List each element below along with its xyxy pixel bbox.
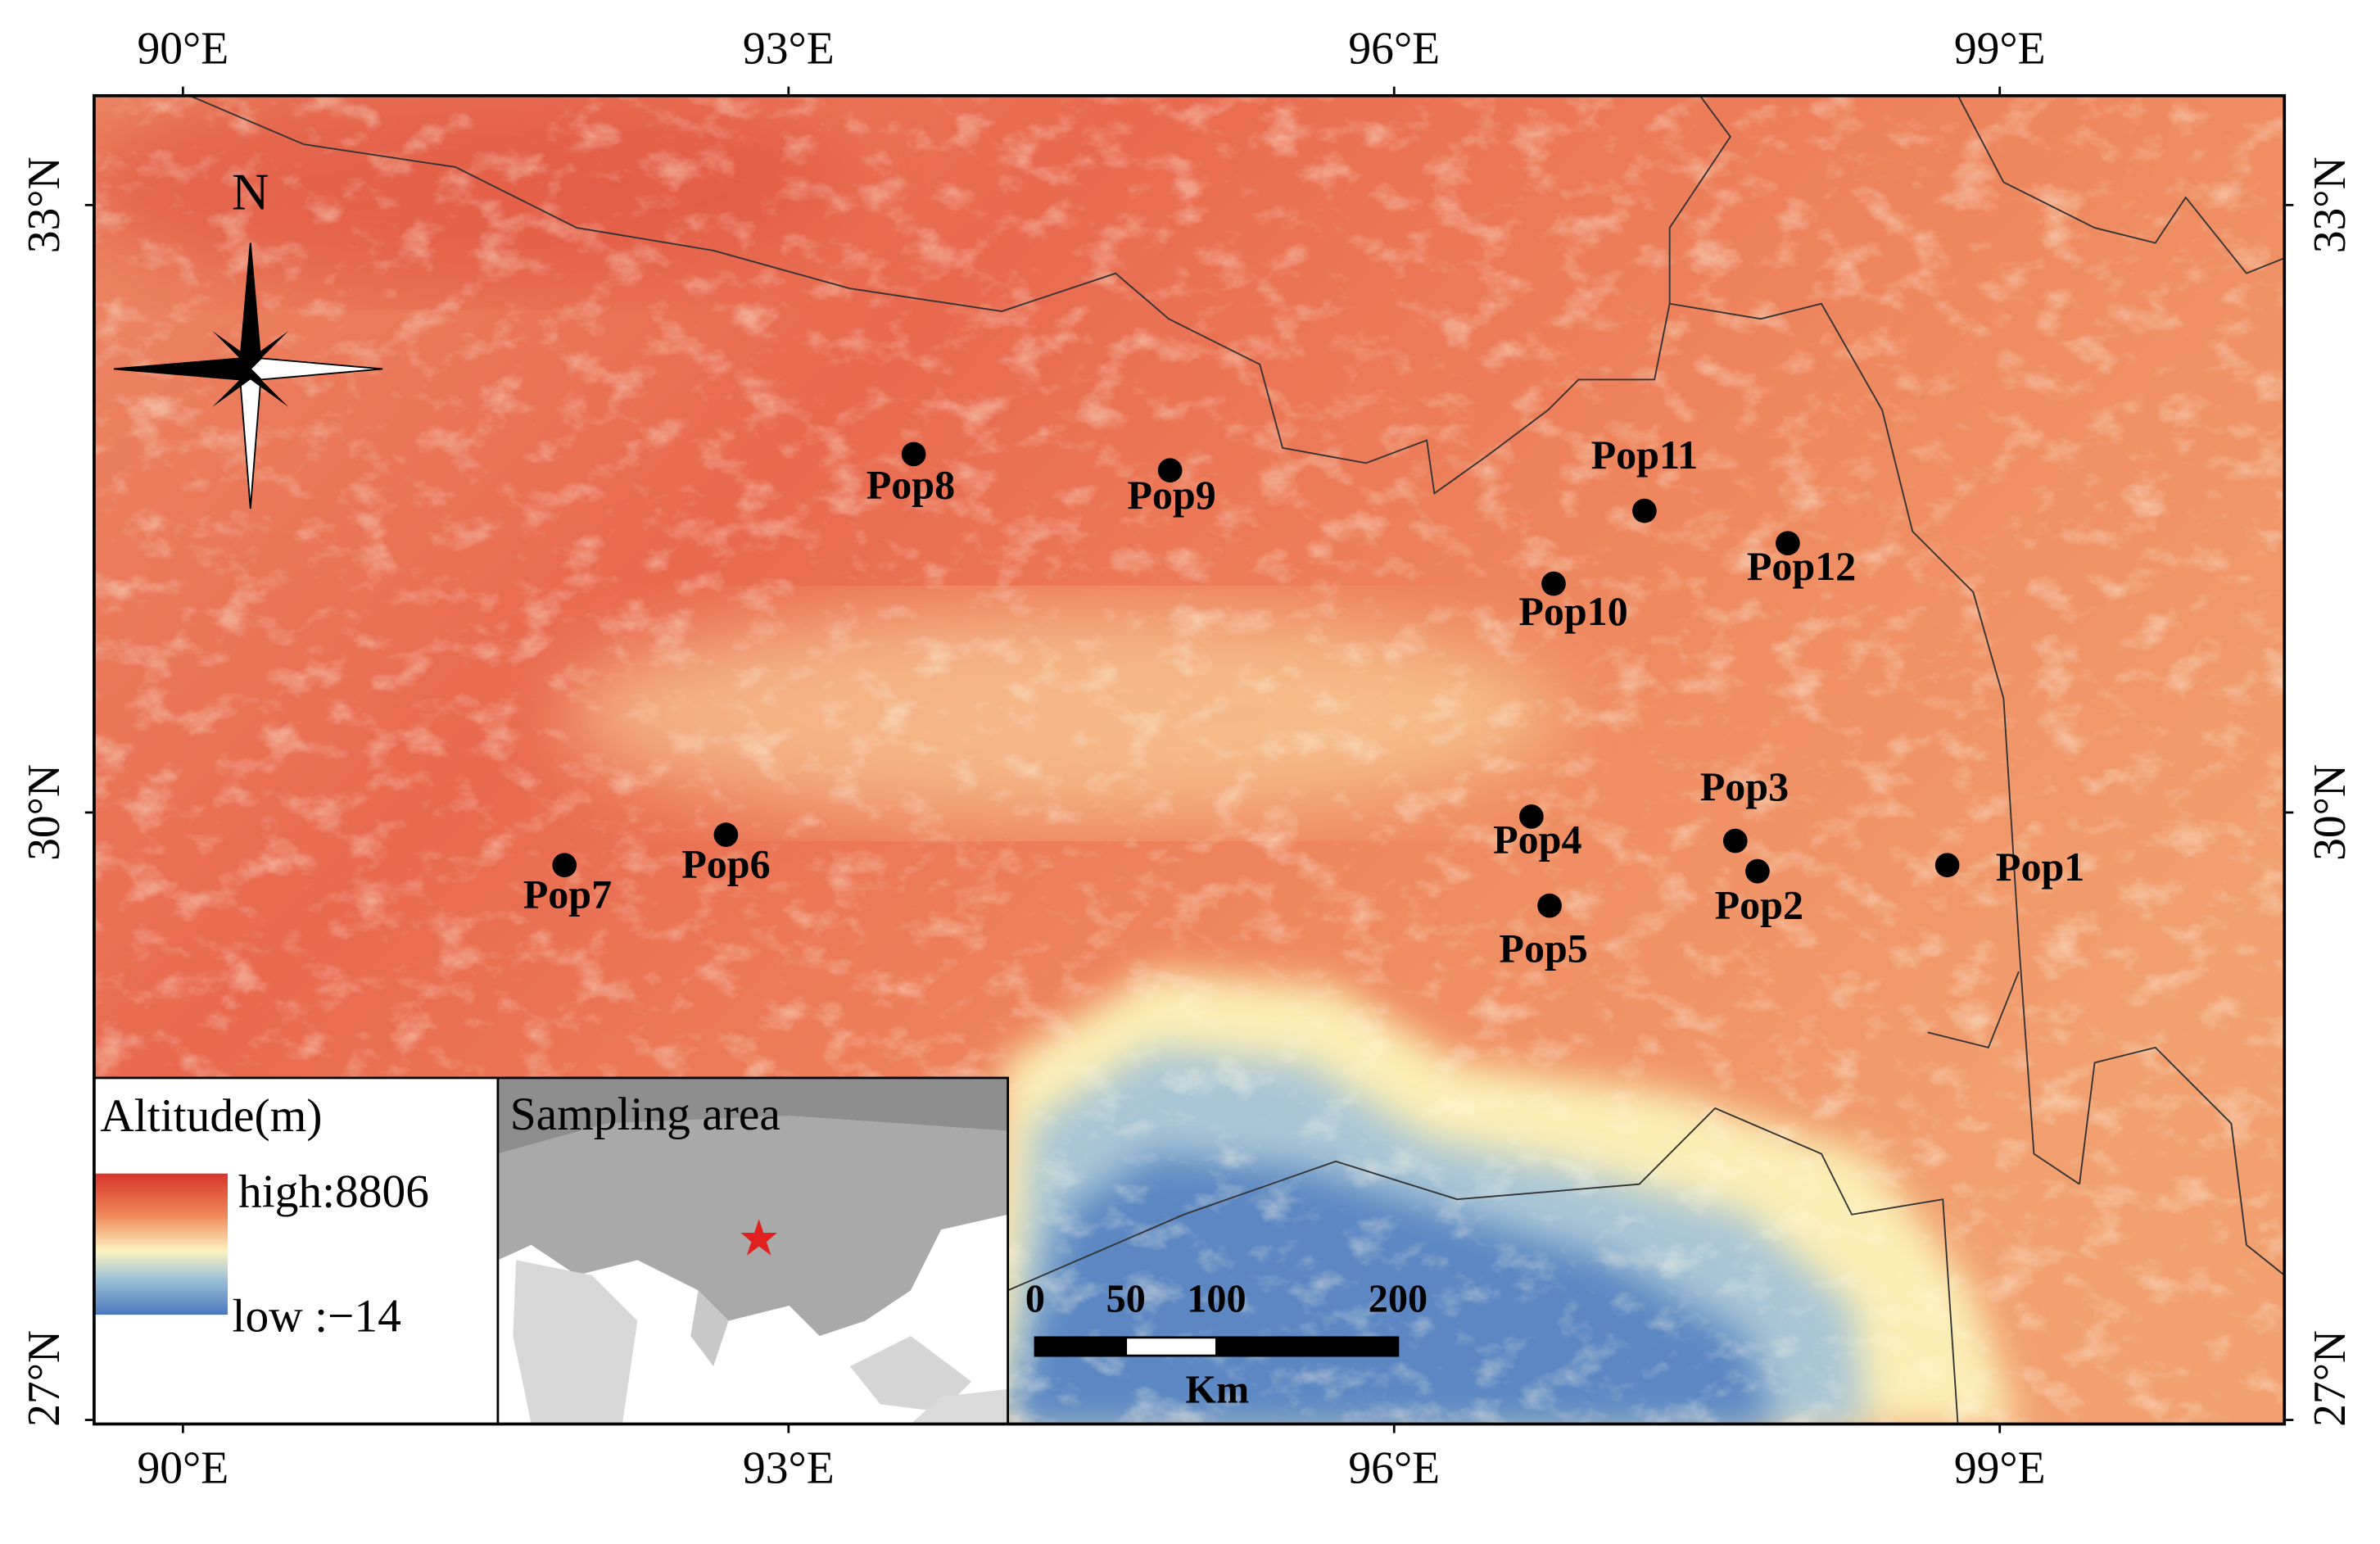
inset-india [690, 1290, 729, 1367]
population-site [901, 441, 926, 467]
inset: Sampling area [496, 1076, 1009, 1425]
population-site [1745, 858, 1770, 884]
x-tick-label: 90°E [137, 24, 228, 75]
map-frame [93, 93, 2287, 1426]
boundary-line [1007, 1107, 1959, 1424]
boundary-line [1668, 95, 1731, 304]
boundaries [189, 95, 2285, 1424]
legend-low: low :−14 [233, 1291, 401, 1343]
population-label: Pop5 [1499, 926, 1587, 971]
inset-star [740, 1219, 777, 1256]
inset-title: Sampling area [510, 1089, 781, 1140]
y-tick-label: 27°N [19, 1330, 70, 1427]
graticule: 90°E 90°E 93°E 93°E 96°E 96°E 99°E 99°E 27°N 27°N… [19, 24, 2355, 1494]
population-site [1632, 498, 1657, 523]
compass-label: N [232, 163, 269, 220]
scale-unit: Km [1186, 1368, 1250, 1411]
population-label: Pop1 [1996, 844, 2084, 890]
population-label: Pop12 [1747, 543, 1856, 589]
inset-australia [910, 1388, 1008, 1424]
x-tick-label: 96°E [1348, 1443, 1440, 1494]
populations: Pop1 Pop2 Pop3 Pop4 Pop5 Pop6 Pop7 Pop8 Pop9 Pop1… [523, 432, 2085, 971]
scale-label: 100 [1187, 1277, 1246, 1320]
x-tick-label: 93°E [743, 24, 835, 75]
compass-arm [212, 369, 289, 407]
legend-ramp [93, 1173, 228, 1315]
population-site [1157, 458, 1183, 482]
scale-label: 0 [1025, 1277, 1045, 1320]
population-label: Pop10 [1518, 588, 1627, 634]
compass: N [113, 163, 383, 509]
legend-title: Altitude(m) [100, 1090, 322, 1142]
inset-islands [849, 1336, 972, 1412]
compass-arm [212, 331, 289, 369]
population-site [1541, 571, 1566, 596]
population-site [1934, 853, 1960, 878]
population-label: Pop2 [1715, 881, 1803, 927]
population-site [1537, 893, 1562, 918]
population-label: Pop11 [1591, 432, 1699, 478]
x-tick-label: 93°E [743, 1443, 835, 1494]
inset-africa [513, 1260, 638, 1424]
scale-segment [1124, 1336, 1218, 1357]
population-label: Pop9 [1127, 472, 1215, 518]
population-label: Pop6 [681, 840, 770, 886]
population-label: Pop4 [1493, 817, 1581, 863]
x-tick-label: 96°E [1348, 24, 1440, 75]
y-tick-label: 30°N [2305, 764, 2355, 861]
population-site [1519, 804, 1544, 829]
scale-label: 50 [1106, 1277, 1146, 1320]
inset-land [497, 1077, 1008, 1424]
population-site [1776, 531, 1800, 555]
boundary-line [2079, 1046, 2285, 1276]
population-label: Pop8 [866, 462, 955, 508]
boundary-line [1957, 95, 2285, 274]
y-tick-label: 30°N [19, 764, 70, 861]
y-tick-label: 27°N [2305, 1330, 2355, 1427]
x-tick-label: 99°E [1954, 1443, 2046, 1494]
population-site [552, 853, 577, 878]
boundary-line [1927, 971, 2020, 1048]
y-tick-label: 33°N [2305, 156, 2355, 253]
x-tick-label: 90°E [137, 1443, 228, 1494]
y-tick-label: 33°N [19, 156, 70, 253]
inset-asia [497, 1116, 1008, 1337]
x-tick-label: 99°E [1954, 24, 2046, 75]
legend: Altitude(m) high:8806 low :−14 [93, 1076, 500, 1425]
scale-label: 200 [1369, 1277, 1428, 1320]
population-label: Pop3 [1700, 763, 1789, 809]
scale-bar: Km 0 50 100 200 [1025, 1277, 1428, 1411]
inset-north [497, 1077, 1008, 1154]
population-label: Pop7 [523, 871, 612, 917]
population-site [1722, 828, 1748, 854]
population-site [713, 822, 739, 847]
scale-segment [1215, 1336, 1400, 1357]
scale-segment [1034, 1336, 1128, 1357]
legend-high: high:8806 [238, 1166, 429, 1218]
boundary-line [189, 95, 2080, 1185]
